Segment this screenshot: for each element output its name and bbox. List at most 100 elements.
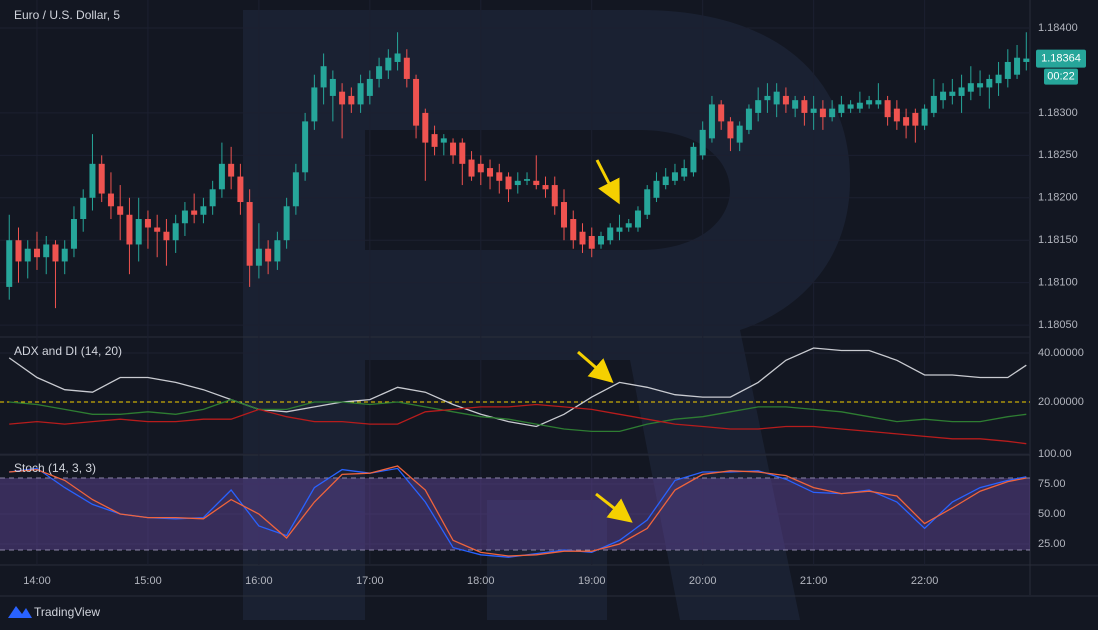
candle-body: [496, 172, 503, 181]
candle-body: [736, 125, 743, 143]
candle-body: [551, 185, 558, 207]
candle-body: [117, 206, 124, 215]
x-tick-label: 20:00: [689, 575, 717, 587]
candle-body: [782, 95, 789, 105]
y-tick-label: 1.18200: [1038, 192, 1078, 204]
candle-body: [829, 108, 836, 118]
candle-body: [209, 189, 216, 207]
candle-body: [52, 244, 59, 262]
candle-body: [773, 91, 780, 105]
candle-body: [597, 235, 604, 245]
y-tick-label: 40.00000: [1038, 347, 1084, 359]
brand-name: TradingView: [34, 605, 100, 619]
candle-body: [366, 78, 373, 96]
candle-body: [246, 202, 253, 266]
candle-body: [662, 176, 669, 186]
candle-body: [191, 210, 198, 215]
candle-body: [459, 142, 466, 164]
candle-body: [866, 100, 873, 105]
watermark: [243, 10, 850, 620]
candle-body: [856, 102, 863, 109]
candle-body: [884, 100, 891, 118]
candle-body: [949, 91, 956, 96]
y-tick-label: 100.00: [1038, 448, 1072, 460]
candle-body: [15, 240, 22, 262]
candle-body: [524, 179, 531, 181]
candle-body: [80, 197, 87, 220]
candle-body: [940, 91, 947, 101]
candle-body: [745, 108, 752, 130]
candle-body: [967, 83, 974, 92]
y-tick-label: 1.18250: [1038, 149, 1078, 161]
candle-body: [376, 66, 383, 79]
candle-body: [98, 163, 105, 194]
candle-body: [634, 210, 641, 228]
candle-body: [875, 100, 882, 105]
candle-body: [810, 108, 817, 113]
last-price-tag: [1036, 49, 1086, 68]
candle-body: [440, 138, 447, 143]
candle-body: [718, 104, 725, 122]
x-tick-label: 21:00: [800, 575, 828, 587]
y-tick-label: 1.18400: [1038, 22, 1078, 34]
candle-body: [1014, 57, 1021, 75]
candle-body: [302, 121, 309, 173]
candle-body: [394, 53, 401, 62]
candle-body: [653, 180, 660, 198]
candle-body: [542, 185, 549, 190]
candle-body: [977, 83, 984, 88]
candle-body: [200, 206, 207, 215]
chart-title: Euro / U.S. Dollar, 5: [14, 8, 120, 22]
candle-body: [727, 121, 734, 139]
candle-body: [755, 100, 762, 113]
candle-body: [218, 163, 225, 190]
candle-body: [70, 219, 77, 249]
candle-body: [505, 176, 512, 190]
candle-body: [893, 108, 900, 122]
candle-body: [107, 193, 114, 207]
indicator-line: [9, 398, 1027, 433]
candle-body: [172, 223, 179, 241]
candle-body: [413, 78, 420, 126]
brand-logo: [8, 606, 32, 618]
candle-body: [838, 104, 845, 113]
x-tick-label: 22:00: [911, 575, 939, 587]
candle-body: [958, 87, 965, 96]
candle-body: [588, 235, 595, 249]
candle-body: [644, 189, 651, 215]
candle-body: [477, 163, 484, 173]
candle-body: [274, 240, 281, 262]
candle-body: [607, 227, 614, 241]
candle-body: [126, 214, 133, 245]
indicator-title: ADX and DI (14, 20): [14, 344, 122, 358]
last-price-label: 1.18364: [1041, 52, 1081, 64]
candle-body: [265, 248, 272, 262]
candle-body: [681, 168, 688, 177]
candle-body: [422, 112, 429, 143]
x-tick-label: 19:00: [578, 575, 606, 587]
y-tick-label: 1.18050: [1038, 319, 1078, 331]
x-tick-label: 17:00: [356, 575, 384, 587]
indicator-line: [9, 403, 1027, 445]
candle-body: [154, 227, 161, 232]
candle-body: [579, 231, 586, 245]
candle-body: [616, 227, 623, 232]
candle-body: [764, 95, 771, 101]
candle-body: [228, 163, 235, 177]
candle-body: [431, 134, 438, 147]
candle-body: [135, 219, 142, 245]
candle-body: [561, 202, 568, 228]
overbought-oversold-band: [0, 478, 1030, 550]
candle-body: [450, 142, 457, 156]
candle-body: [385, 57, 392, 71]
candle-body: [847, 104, 854, 109]
candle-body: [61, 248, 68, 262]
candle-body: [43, 244, 50, 258]
candle-body: [533, 180, 540, 186]
candle-body: [671, 172, 678, 181]
candle-body: [570, 219, 577, 241]
y-tick-label: 50.00: [1038, 508, 1066, 520]
y-tick-label: 25.00: [1038, 538, 1066, 550]
y-tick-label: 1.18150: [1038, 234, 1078, 246]
